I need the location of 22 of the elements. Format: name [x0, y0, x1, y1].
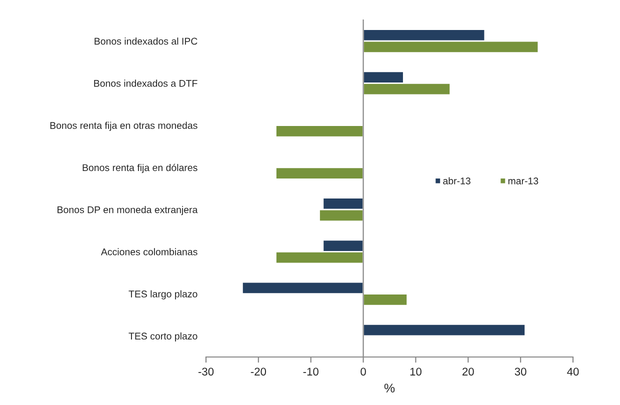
x-tick-label: 0 — [360, 368, 366, 376]
y-tick-label: Bonos renta fija en otras monedas — [50, 122, 198, 131]
y-tick-label: Acciones colombianas — [100, 248, 198, 256]
x-tick-label: -20 — [250, 368, 266, 376]
bar — [275, 124, 364, 138]
y-tick-label: TES largo plazo — [128, 290, 198, 300]
legend-label: mar-13 — [508, 177, 538, 184]
x-tick-label: 20 — [462, 368, 474, 376]
y-tick-label: Bonos renta fija en dólares — [82, 164, 198, 174]
y-tick-label: Bonos indexados a DTF — [94, 80, 198, 87]
bar — [275, 166, 364, 180]
x-tick-label: 10 — [410, 368, 422, 376]
x-tick-label: -30 — [198, 368, 214, 376]
x-tick-label: -10 — [303, 368, 318, 376]
x-tick-label: 40 — [567, 368, 579, 376]
bar — [362, 323, 526, 337]
x-axis-title: % — [384, 384, 395, 392]
y-tick-label: TES corto plazo — [128, 332, 198, 342]
y-tick-label: Bonos indexados al IPC — [94, 38, 198, 45]
legend-label: abr-13 — [443, 177, 470, 184]
x-tick-label: 30 — [514, 368, 526, 376]
y-tick-label: Bonos DP en moneda extranjera — [58, 206, 198, 216]
